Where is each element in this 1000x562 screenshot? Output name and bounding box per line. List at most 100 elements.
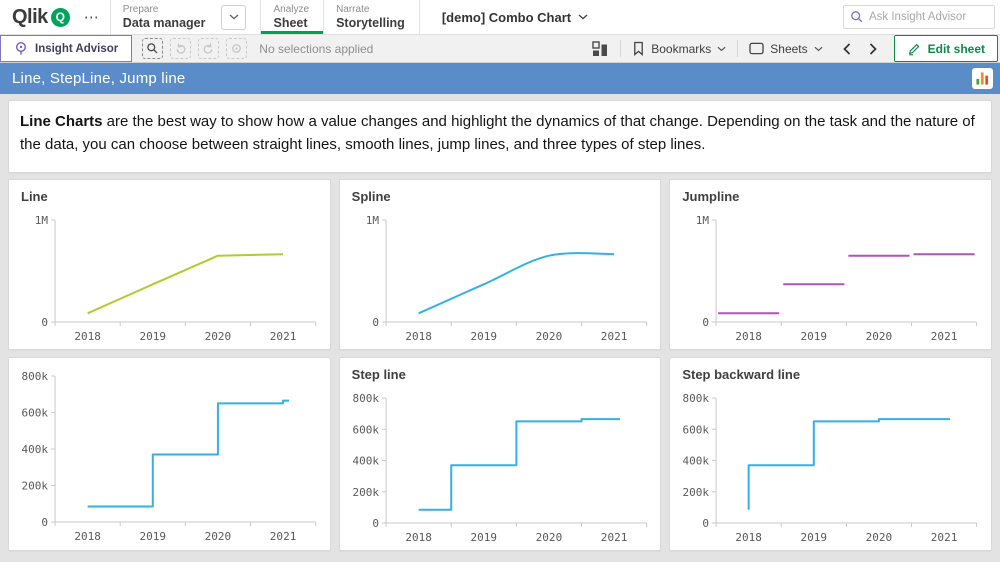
- clear-selections-icon[interactable]: [226, 38, 248, 59]
- sheet-icon: [749, 42, 764, 55]
- y-axis-tick-label: 0: [372, 316, 379, 329]
- sheets-button[interactable]: Sheets: [738, 35, 833, 62]
- y-axis-tick-label: 400k: [683, 455, 710, 468]
- x-axis-tick-label: 2018: [736, 531, 763, 544]
- x-axis-tick-label: 2019: [801, 330, 828, 343]
- previous-sheet-button[interactable]: [834, 35, 860, 62]
- chevron-down-icon: [717, 46, 726, 51]
- x-axis-tick-label: 2020: [866, 531, 893, 544]
- tab-section-label: Narrate: [336, 4, 370, 15]
- chart-card-linear[interactable]: Line 2018 2019 2020 2021 0 1M: [8, 179, 331, 350]
- pencil-icon: [908, 43, 920, 55]
- chart-title: Step backward line: [682, 367, 801, 382]
- chart-card-spline[interactable]: Spline 2018 2019 2020 2021 0 1M: [338, 179, 662, 350]
- y-axis-tick-label: 0: [41, 516, 48, 529]
- series-line[interactable]: [718, 253, 975, 315]
- undo-selection-icon[interactable]: [170, 38, 192, 59]
- y-axis-tick-label: 600k: [683, 423, 710, 436]
- chevron-left-icon: [842, 42, 850, 55]
- x-axis-tick-label: 2019: [140, 330, 167, 343]
- x-axis-tick-label: 2020: [205, 530, 232, 543]
- y-axis-tick-label: 0: [41, 316, 48, 329]
- chart-grid: Line 2018 2019 2020 2021 0 1M Spline 2018 2019 202…: [8, 179, 992, 551]
- redo-selection-icon[interactable]: [198, 38, 220, 59]
- x-axis-tick-label: 2020: [535, 531, 562, 544]
- x-axis-tick-label: 2018: [405, 330, 432, 343]
- x-axis-tick-label: 2021: [270, 530, 297, 543]
- x-axis-tick-label: 2018: [74, 530, 101, 543]
- app-title-menu[interactable]: [demo] Combo Chart: [442, 0, 588, 34]
- x-axis-tick-label: 2019: [801, 531, 828, 544]
- jump-line-chart[interactable]: 2018 2019 2020 2021 0 1M: [678, 210, 983, 348]
- tab-data-manager[interactable]: Prepare Data manager: [109, 0, 261, 34]
- more-menu-button[interactable]: ⋯: [74, 0, 110, 34]
- chevron-down-icon: [814, 46, 823, 51]
- divider: [620, 40, 622, 57]
- x-axis-tick-label: 2020: [866, 330, 893, 343]
- y-axis-tick-label: 0: [703, 517, 710, 530]
- sheet-title-bar: Line, StepLine, Jump line: [0, 63, 1000, 94]
- x-axis-tick-label: 2019: [470, 330, 497, 343]
- series-line[interactable]: [417, 252, 614, 315]
- qlik-logo[interactable]: Qlik Q: [0, 0, 74, 34]
- chart-area[interactable]: 2018 2019 2020 2021 0 200k 400k 600k 800k: [678, 388, 983, 550]
- chart-area[interactable]: 2018 2019 2020 2021 0 200k 400k 600k 800k: [17, 366, 322, 550]
- x-axis-tick-label: 2020: [205, 330, 232, 343]
- y-axis-tick-label: 200k: [683, 486, 710, 499]
- chevron-right-icon: [869, 42, 877, 55]
- chart-card-step-before[interactable]: Step backward line 2018 2019 2020 2021 0 200k 4…: [669, 357, 992, 551]
- chart-card-jump[interactable]: Jumpline 2018 2019 2020 2021 0 1M: [669, 179, 992, 350]
- step-middle-line-chart[interactable]: 2018 2019 2020 2021 0 200k 400k 600k 800k: [348, 388, 653, 549]
- y-axis-tick-label: 800k: [22, 370, 49, 383]
- y-axis-tick-label: 600k: [352, 423, 379, 436]
- linear-line-chart[interactable]: 2018 2019 2020 2021 0 1M: [17, 210, 322, 348]
- sheet-title: Line, StepLine, Jump line: [12, 70, 186, 87]
- chart-area[interactable]: 2018 2019 2020 2021 0 200k 400k 600k 800k: [348, 388, 653, 550]
- app-objects-icon[interactable]: [580, 35, 620, 62]
- x-axis-tick-label: 2019: [470, 531, 497, 544]
- insight-advisor-label: Insight Advisor: [35, 42, 119, 55]
- x-axis-tick-label: 2021: [270, 330, 297, 343]
- series-line[interactable]: [87, 399, 290, 508]
- x-axis-tick-label: 2018: [74, 330, 101, 343]
- tab-sheet[interactable]: Analyze Sheet: [260, 0, 323, 34]
- edit-sheet-button[interactable]: Edit sheet: [893, 35, 998, 62]
- description-bold: Line Charts: [20, 113, 103, 130]
- series-line[interactable]: [747, 418, 951, 510]
- tab-storytelling[interactable]: Narrate Storytelling: [323, 0, 420, 34]
- data-manager-dropdown-button[interactable]: [221, 4, 247, 30]
- chart-area[interactable]: 2018 2019 2020 2021 0 1M: [348, 210, 653, 349]
- sheet-thumbnail-icon[interactable]: [972, 68, 993, 89]
- main-nav: Prepare Data manager Analyze Sheet Narrate St…: [109, 0, 420, 34]
- search-icon: [851, 11, 863, 23]
- y-axis-tick-label: 1M: [365, 214, 379, 227]
- chart-area[interactable]: 2018 2019 2020 2021 0 1M: [17, 210, 322, 349]
- smart-search-icon[interactable]: [142, 38, 164, 59]
- chart-card-step-middle[interactable]: Step line 2018 2019 2020 2021 0 200k 400k 600k 80…: [338, 357, 662, 551]
- edit-sheet-label: Edit sheet: [927, 41, 985, 56]
- chart-title: Jumpline: [682, 189, 740, 204]
- insight-advisor-search[interactable]: [843, 5, 995, 29]
- series-line[interactable]: [87, 253, 284, 315]
- x-axis-tick-label: 2019: [140, 530, 167, 543]
- step-after-line-chart[interactable]: 2018 2019 2020 2021 0 200k 400k 600k 800k: [17, 366, 322, 548]
- series-line[interactable]: [418, 418, 620, 511]
- chart-area[interactable]: 2018 2019 2020 2021 0 1M: [678, 210, 983, 349]
- search-input[interactable]: [869, 11, 990, 23]
- tab-page-label: Sheet: [273, 16, 308, 30]
- spline-line-chart[interactable]: 2018 2019 2020 2021 0 1M: [348, 210, 653, 348]
- bookmark-icon: [634, 41, 644, 56]
- y-axis-tick-label: 800k: [352, 392, 379, 405]
- y-axis-tick-label: 400k: [22, 443, 49, 456]
- step-before-line-chart[interactable]: 2018 2019 2020 2021 0 200k 400k 600k 800k: [678, 388, 983, 549]
- chart-card-step-after[interactable]: 2018 2019 2020 2021 0 200k 400k 600k 800k: [8, 357, 331, 551]
- next-sheet-button[interactable]: [860, 35, 886, 62]
- x-axis-tick-label: 2018: [405, 531, 432, 544]
- x-axis-tick-label: 2021: [600, 531, 627, 544]
- bookmarks-button[interactable]: Bookmarks: [621, 35, 737, 62]
- qlik-q-icon: Q: [50, 7, 70, 27]
- insight-advisor-button[interactable]: Insight Advisor: [0, 35, 133, 62]
- tab-page-label: Storytelling: [336, 16, 405, 30]
- x-axis-tick-label: 2020: [535, 330, 562, 343]
- x-axis-tick-label: 2021: [600, 330, 627, 343]
